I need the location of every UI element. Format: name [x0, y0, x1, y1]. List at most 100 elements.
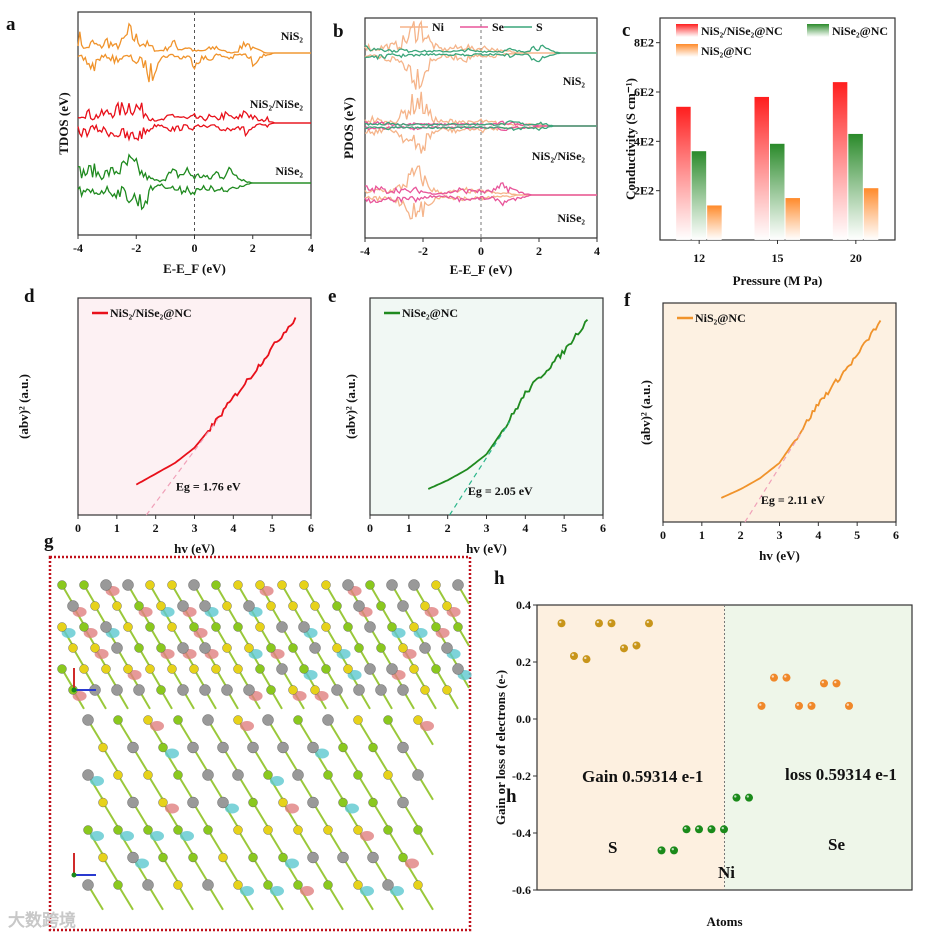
ni-atom [412, 769, 424, 781]
ni-atom [82, 769, 94, 781]
charge-density-lobe [150, 721, 164, 731]
s-atom [310, 601, 320, 611]
ni-atom [353, 600, 365, 612]
bond [252, 801, 269, 828]
charge-point-highlight [809, 703, 812, 706]
charge-y-tick-label: 0.4 [516, 598, 531, 612]
bond [297, 884, 314, 911]
bar-NiSe₂@NC [770, 143, 785, 240]
s-atom [101, 664, 111, 674]
bond [387, 719, 404, 746]
bond [162, 856, 179, 883]
charge-point-highlight [771, 675, 774, 678]
s-atom [156, 601, 166, 611]
ni-atom [243, 684, 255, 696]
bond [417, 829, 434, 856]
s-atom [353, 825, 363, 835]
bond [117, 719, 134, 746]
panel-label-f: f [624, 290, 631, 311]
charge-point-highlight [596, 620, 599, 624]
ni-atom [199, 642, 211, 654]
pdos-x-tick-label: 0 [478, 244, 484, 258]
ni-atom [67, 600, 79, 612]
panel-label-g: g [44, 531, 54, 552]
se-atom [387, 622, 397, 632]
bond [402, 856, 419, 883]
tauc-e-y-axis-label: (abv)² (a.u.) [343, 374, 358, 439]
s-atom [211, 664, 221, 674]
bond [342, 801, 359, 828]
ni-atom [452, 579, 464, 591]
s-atom [173, 880, 183, 890]
charge-y-tick-label: -0.2 [512, 769, 531, 783]
bond [282, 856, 299, 883]
pdos-legend-label: Ni [432, 20, 445, 34]
ni-atom [353, 684, 365, 696]
s-atom [278, 797, 288, 808]
charge-point-S [595, 619, 603, 628]
tauc-d-y-axis-label: (abv)² (a.u.) [16, 374, 31, 439]
panel-label-e: e [328, 286, 336, 307]
ni-atom [337, 851, 349, 864]
se-atom [211, 622, 221, 632]
bond [357, 884, 374, 911]
tauc-f-y-axis-label: (abv)² (a.u.) [638, 380, 653, 445]
tauc-f-x-tick-label: 3 [777, 528, 783, 542]
charge-point-Se [757, 701, 766, 710]
charge-point-Se [820, 679, 828, 688]
charge-point-highlight [721, 826, 724, 830]
bond [297, 829, 314, 856]
conductivity-y-axis-label: Conductivity (S cm⁻¹) [623, 78, 638, 200]
charge-density-lobe [120, 831, 134, 841]
ni-atom [243, 600, 255, 612]
ni-atom [307, 851, 319, 864]
bond [267, 774, 284, 801]
tdos-x-tick-label: -4 [73, 241, 83, 255]
charge-point-highlight [609, 620, 612, 624]
conductivity-legend-swatch [676, 44, 698, 57]
se-atom [299, 664, 309, 674]
se-atom [353, 770, 363, 780]
se-atom [188, 852, 198, 863]
tauc-e-x-tick-label: 4 [522, 521, 528, 535]
tdos-x-axis-label: E-E_F (eV) [163, 261, 226, 276]
h-s-region [537, 605, 725, 890]
charge-x-axis-label: Atoms [706, 914, 742, 929]
bond [297, 719, 314, 746]
se-atom [376, 643, 386, 653]
charge-point-Ni [745, 793, 753, 802]
bond [102, 856, 119, 883]
s-atom [383, 770, 393, 780]
ni-atom [142, 879, 154, 891]
s-atom [420, 601, 430, 611]
s-atom [442, 601, 452, 611]
bond [342, 746, 359, 773]
tauc-eg-annotation-e: Eg = 2.05 eV [468, 484, 533, 498]
s-atom [123, 622, 133, 632]
ni-atom [217, 741, 229, 754]
bond [387, 774, 404, 801]
ni-atom [177, 600, 189, 612]
s-atom [167, 580, 177, 590]
charge-point-highlight [821, 680, 824, 684]
se-atom [413, 825, 423, 835]
conductivity-x-axis-label: Pressure (M Pa) [733, 273, 823, 288]
tdos-x-tick-label: 2 [250, 241, 256, 255]
s-atom [68, 643, 78, 653]
pdos-x-tick-label: 4 [594, 244, 600, 258]
charge-point-Se [832, 679, 841, 688]
conductivity-x-tick-label: 15 [772, 251, 784, 265]
se-atom [173, 715, 183, 725]
charge-point-highlight [634, 643, 637, 646]
ni-atom [382, 879, 394, 891]
bond [117, 829, 134, 856]
se-atom [266, 643, 276, 653]
conductivity-x-tick-label: 20 [850, 251, 862, 265]
bond [177, 884, 194, 911]
charge-density-lobe [135, 858, 149, 869]
charge-density-lobe [270, 776, 284, 786]
tdos-series-label: NiS₂/NiSe₂ [250, 97, 304, 111]
tauc-d-frame [77, 297, 312, 516]
crystal-structure-panel [48, 555, 472, 932]
